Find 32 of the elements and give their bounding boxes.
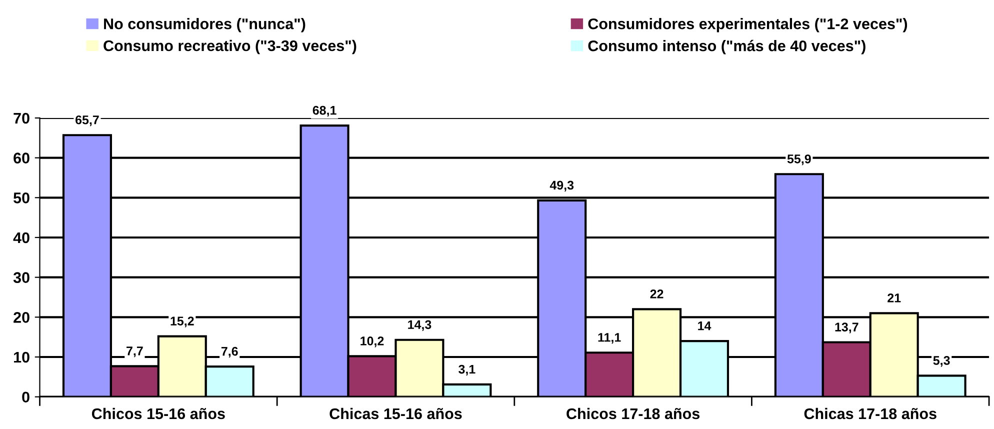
data-label: 14,3 bbox=[408, 320, 432, 331]
data-label: 5,3 bbox=[933, 356, 950, 367]
legend-label: Consumidores experimentales ("1-2 veces") bbox=[588, 18, 908, 32]
data-label: 11,1 bbox=[598, 333, 621, 344]
x-tick-label: Chicos 17-18 años bbox=[566, 408, 700, 420]
data-label: 15,2 bbox=[170, 316, 194, 328]
legend-label: Consumo intenso ("más de 40 veces") bbox=[588, 40, 866, 54]
data-label: 7,7 bbox=[126, 346, 143, 358]
y-tick-label: 40 bbox=[13, 232, 30, 244]
y-tick-label: 60 bbox=[14, 152, 30, 164]
data-label: 22 bbox=[650, 290, 664, 298]
data-label: 49,3 bbox=[550, 180, 574, 192]
y-tick-label: 0 bbox=[22, 392, 30, 403]
y-tick-label: 30 bbox=[13, 272, 30, 284]
data-label: 14 bbox=[698, 322, 712, 330]
data-label: 68,1 bbox=[312, 106, 336, 117]
x-tick-label: Chicas 17-18 años bbox=[804, 408, 936, 420]
data-label: 7,6 bbox=[221, 346, 238, 358]
legend-label: No consumidores ("nunca") bbox=[104, 18, 306, 32]
y-tick-label: 70 bbox=[14, 112, 30, 124]
x-tick-label: Chicos 15-16 años bbox=[92, 408, 225, 420]
data-label: 13,7 bbox=[835, 322, 858, 334]
data-label: 3,1 bbox=[458, 364, 476, 376]
y-tick-label: 20 bbox=[14, 312, 30, 323]
y-tick-label: 50 bbox=[14, 192, 30, 204]
data-label: 55,9 bbox=[787, 154, 811, 166]
y-tick-label: 10 bbox=[14, 352, 30, 363]
data-label: 10,2 bbox=[360, 336, 384, 348]
data-label: 65,7 bbox=[76, 115, 99, 126]
data-label: 21 bbox=[888, 294, 901, 302]
x-tick-label: Chicas 15-16 años bbox=[330, 408, 462, 420]
legend-label: Consumo recreativo ("3-39 veces") bbox=[104, 40, 356, 54]
